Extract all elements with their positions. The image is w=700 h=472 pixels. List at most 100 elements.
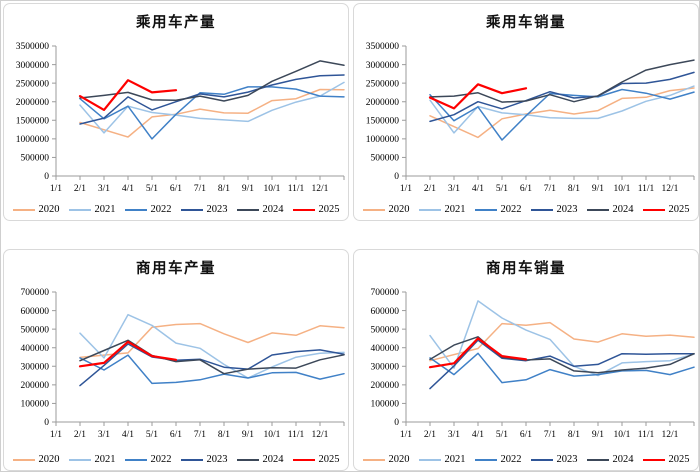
- chart-panel-passenger-sales: 乘用车销量 0 500000 1000000 1500000 2000000 250000…: [353, 3, 699, 221]
- y-tick-label: 3000000: [366, 61, 400, 71]
- y-tick-label: 1500000: [366, 116, 400, 126]
- legend-line-swatch-2023: [530, 208, 553, 211]
- legend-item-2022: 2022: [474, 453, 522, 466]
- series-line-2020: [79, 322, 345, 359]
- y-tick-label: 2500000: [16, 79, 50, 89]
- x-tick-label: 11/1: [638, 184, 655, 194]
- legend-label-2023: 2023: [556, 453, 578, 465]
- series-line-2022: [79, 86, 345, 140]
- chart-canvas-commercial-sales: 0 100000 200000 300000 400000 500000 600000 700…: [371, 288, 695, 440]
- legend-label-2025: 2025: [318, 453, 340, 465]
- legend-label-2024: 2024: [612, 203, 634, 215]
- legend-item-2020: 2020: [12, 454, 60, 466]
- x-tick-label: 4/1: [472, 184, 484, 194]
- y-tick-label: 500000: [21, 325, 50, 335]
- y-tick-label: 2000000: [16, 98, 50, 108]
- legend-item-2025: 2025: [642, 204, 690, 216]
- legend-item-2020: 2020: [362, 453, 410, 466]
- legend-item-2023: 2023: [180, 453, 228, 466]
- y-tick-label: 2000000: [366, 98, 400, 108]
- x-tick-label: 3/1: [98, 430, 110, 440]
- x-tick-label: 9/1: [242, 184, 254, 194]
- y-tick-label: 300000: [371, 362, 400, 372]
- x-tick-label: 8/1: [568, 184, 580, 194]
- y-tick-label: 2500000: [366, 79, 400, 89]
- y-tick-label: 700000: [21, 288, 50, 298]
- legend-item-2021: 2021: [68, 453, 116, 466]
- chart-title-commercial-production: 商用车产量: [136, 261, 216, 277]
- legend-item-2023: 2023: [530, 204, 578, 216]
- y-tick-label: 3500000: [366, 42, 400, 52]
- legend-item-2021: 2021: [418, 203, 466, 216]
- chart-panel-commercial-sales: 商用车销量 0 100000 200000 300000 400000 500000 600…: [353, 249, 699, 471]
- x-tick-label: 1/1: [50, 430, 62, 440]
- y-tick-label: 0: [44, 418, 49, 428]
- legend-item-2022: 2022: [474, 204, 522, 216]
- y-tick-label: 0: [44, 172, 49, 182]
- legend-line-swatch-2023: [530, 458, 553, 461]
- series-line-2021: [429, 85, 695, 134]
- legend-label-2021: 2021: [444, 203, 466, 215]
- x-tick-label: 1/1: [400, 430, 412, 440]
- legend-label-2024: 2024: [262, 203, 284, 215]
- legend-item-2024: 2024: [236, 203, 284, 216]
- x-tick-label: 6/1: [520, 430, 532, 440]
- x-tick-label: 11/1: [638, 430, 655, 440]
- series-line-2025: [428, 83, 528, 110]
- y-tick-label: 3000000: [16, 61, 50, 71]
- series-line-2025: [428, 337, 528, 369]
- legend-line-swatch-2024: [586, 208, 609, 211]
- y-tick-label: 500000: [21, 154, 50, 164]
- series-line-2021: [79, 81, 345, 134]
- chart-panel-passenger-production: 乘用车产量 0 500000 1000000 1500000 2000000 250000…: [3, 3, 349, 221]
- series-line-2023: [429, 71, 695, 123]
- x-tick-label: 7/1: [194, 430, 206, 440]
- legend-item-2024: 2024: [586, 454, 634, 466]
- y-tick-label: 500000: [371, 154, 400, 164]
- legend-label-2023: 2023: [206, 453, 228, 465]
- legend-label-2024: 2024: [262, 453, 284, 465]
- chart-legend: 2020 2021 2022 2023 2024 2025: [354, 203, 698, 216]
- legend-label-2022: 2022: [150, 203, 172, 215]
- x-tick-label: 6/1: [170, 184, 182, 194]
- legend-line-swatch-2025: [292, 458, 315, 461]
- chart-title-passenger-production: 乘用车产量: [136, 15, 216, 31]
- legend-line-swatch-2025: [292, 208, 315, 211]
- legend-label-2022: 2022: [150, 453, 172, 465]
- x-tick-label: 5/1: [496, 184, 508, 194]
- x-tick-label: 10/1: [264, 430, 281, 440]
- legend-label-2023: 2023: [206, 203, 228, 215]
- legend-label-2022: 2022: [500, 453, 522, 465]
- series-line-2022: [79, 354, 345, 385]
- legend-label-2020: 2020: [388, 453, 410, 465]
- legend-line-swatch-2022: [124, 458, 147, 461]
- y-tick-label: 400000: [21, 344, 50, 354]
- legend-line-swatch-2021: [68, 208, 91, 211]
- legend-item-2021: 2021: [68, 204, 116, 216]
- series-line-2024: [429, 59, 695, 103]
- legend-line-swatch-2024: [236, 208, 259, 211]
- legend-item-2020: 2020: [362, 204, 410, 216]
- series-line-2023: [79, 343, 345, 387]
- chart-title-passenger-sales: 乘用车销量: [486, 15, 566, 31]
- series-line-2020: [429, 321, 695, 362]
- legend-label-2025: 2025: [318, 203, 340, 215]
- legend-line-swatch-2020: [362, 208, 385, 211]
- y-tick-label: 1500000: [16, 116, 50, 126]
- legend-label-2021: 2021: [94, 453, 116, 465]
- x-tick-label: 2/1: [74, 430, 86, 440]
- x-tick-label: 4/1: [122, 430, 134, 440]
- series-line-2025: [78, 340, 178, 368]
- legend-line-swatch-2023: [180, 208, 203, 211]
- x-tick-label: 8/1: [568, 430, 580, 440]
- x-tick-label: 2/1: [74, 184, 86, 194]
- legend-line-swatch-2023: [180, 458, 203, 461]
- x-tick-label: 8/1: [218, 430, 230, 440]
- legend-item-2024: 2024: [236, 453, 284, 466]
- x-tick-label: 11/1: [288, 184, 305, 194]
- legend-line-swatch-2024: [236, 458, 259, 461]
- chart-panel-commercial-production: 商用车产量 0 100000 200000 300000 400000 500000 600…: [3, 249, 349, 471]
- y-tick-label: 0: [394, 418, 399, 428]
- x-tick-label: 2/1: [424, 184, 436, 194]
- legend-label-2020: 2020: [38, 203, 60, 215]
